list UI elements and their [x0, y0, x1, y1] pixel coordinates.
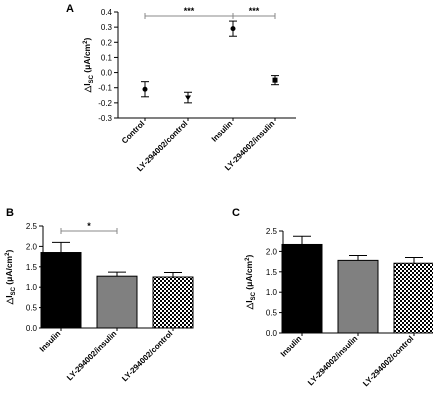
y-tick-label: 0.0	[26, 324, 38, 333]
y-tick-label: 0.1	[101, 53, 113, 62]
y-label-sup: 2	[83, 40, 89, 44]
y-tick-label: 0.0	[101, 69, 113, 78]
x-tick-label: LY-294002/control	[361, 334, 415, 388]
y-tick-label: 2.5	[266, 227, 278, 236]
y-label-unit: (μA/cm	[4, 255, 14, 287]
x-tick-label: Control	[120, 119, 146, 145]
y-label-end: )	[244, 255, 254, 258]
y-label-sub: SC	[251, 291, 257, 300]
y-tick-label: 0.0	[266, 329, 278, 338]
y-axis-label: △ISC (μA/cm2)	[4, 250, 17, 306]
y-tick-label: 2.0	[26, 242, 38, 251]
y-label-unit: (μA/cm	[82, 43, 92, 75]
bar	[40, 252, 82, 329]
y-label-unit: (μA/cm	[244, 260, 254, 292]
y-tick-label: -0.2	[98, 99, 112, 108]
y-tick-label: 0.5	[266, 309, 278, 318]
bar	[337, 259, 379, 334]
x-tick-label: Insulin	[279, 334, 304, 359]
y-tick-label: 0.4	[101, 8, 113, 17]
data-point	[272, 77, 278, 83]
y-tick-label: 0.2	[101, 38, 113, 47]
bar	[152, 276, 194, 329]
data-point	[230, 26, 236, 32]
panel-label: C	[232, 207, 240, 219]
y-tick-label: 0.3	[101, 23, 113, 32]
data-point	[185, 95, 191, 101]
y-tick-label: 2.0	[266, 247, 278, 256]
bar	[281, 243, 323, 334]
y-tick-label: 1.5	[266, 268, 278, 277]
y-tick-label: 1.0	[26, 283, 38, 292]
significance-label: ***	[184, 6, 195, 16]
panel-label: A	[66, 3, 74, 15]
y-tick-label: 1.0	[266, 288, 278, 297]
x-tick-label: Insulin	[38, 329, 63, 354]
bar	[393, 262, 433, 334]
y-tick-label: 1.5	[26, 263, 38, 272]
y-label-end: )	[4, 250, 14, 253]
panel-b-chart: B0.00.51.01.52.02.5△ISC (μA/cm2)Insulin L…	[4, 207, 194, 383]
x-tick-label: LY-294002/insulin	[65, 329, 118, 382]
x-tick-label: LY-294002/insulin	[306, 334, 359, 387]
y-axis-label: △ISC (μA/cm2)	[244, 255, 257, 311]
y-label-sub: SC	[11, 286, 17, 295]
y-label-sup: 2	[245, 257, 251, 261]
y-label-sub: SC	[89, 74, 95, 83]
y-label-main: △I	[4, 295, 14, 305]
panel-c-chart: C0.00.51.01.52.02.5△ISC (μA/cm2)Insulin L…	[232, 207, 433, 388]
panel-a-chart: A -0.3 -0.2 -0.1 0.0 0.1 0.2 0.3 0.4 △ISC (μA/cm2…	[66, 3, 296, 173]
y-tick-label: 2.5	[26, 222, 38, 231]
significance-label: *	[87, 221, 91, 231]
significance-label: ***	[249, 6, 260, 16]
x-tick-label: Insulin	[210, 119, 235, 144]
y-label-end: )	[82, 38, 92, 41]
x-tick-label: LY-294002/control	[120, 329, 174, 383]
data-point	[142, 86, 148, 92]
y-tick-label: 0.5	[26, 304, 38, 313]
y-label-sup: 2	[5, 252, 11, 256]
y-tick-label: -0.1	[98, 84, 112, 93]
y-label-main: △I	[244, 300, 254, 310]
y-tick-label: -0.3	[98, 114, 112, 123]
y-label-main: △I	[82, 83, 92, 93]
panel-label: B	[6, 207, 14, 219]
y-axis-label: △ISC (μA/cm2)	[82, 38, 95, 94]
bar	[96, 275, 138, 329]
